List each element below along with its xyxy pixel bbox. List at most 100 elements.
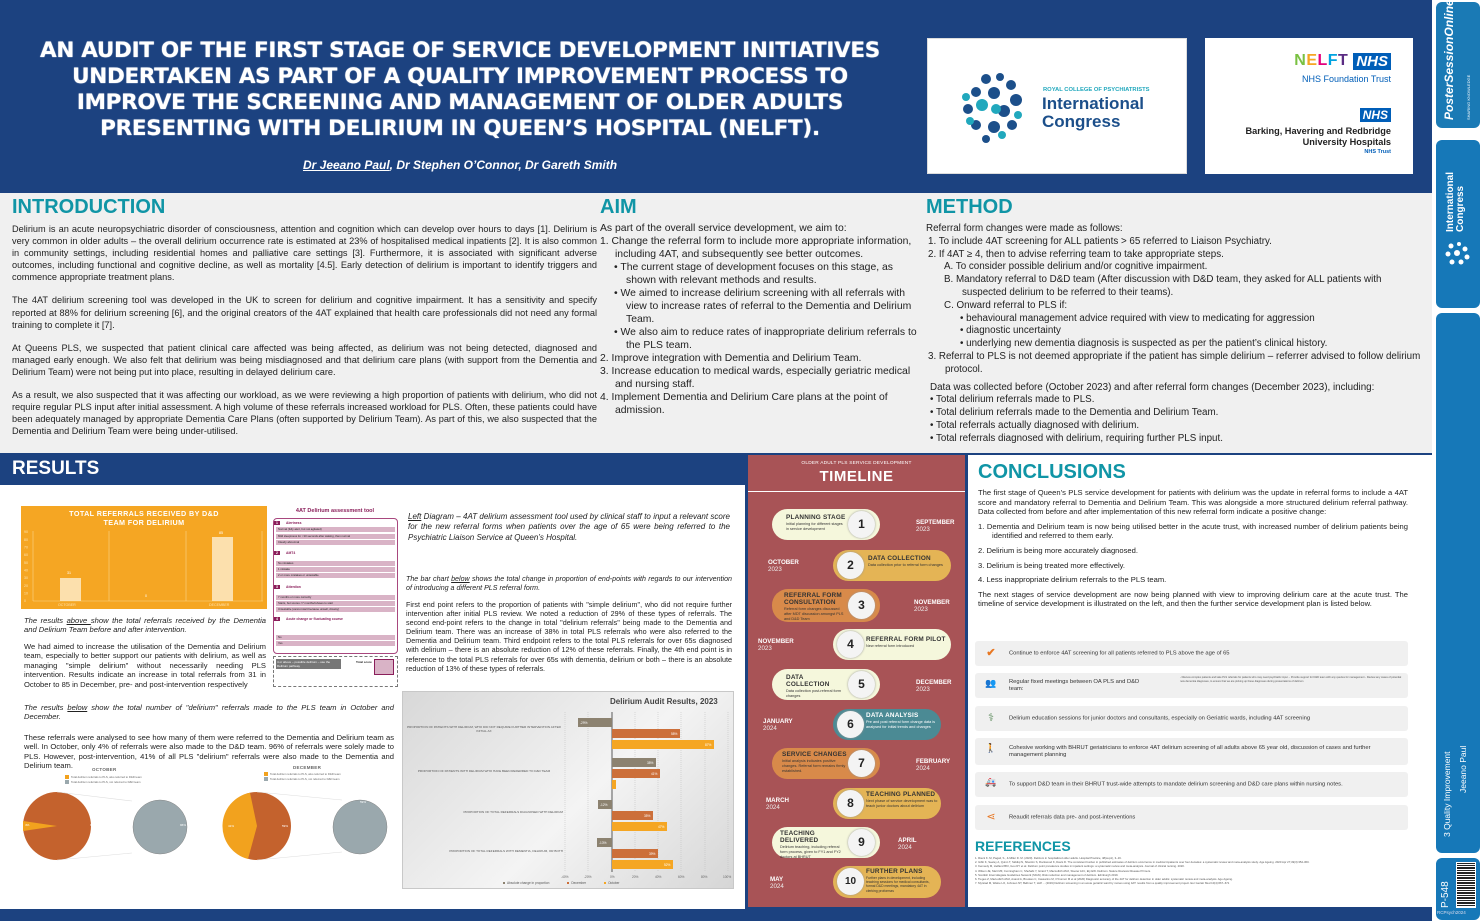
svg-text:58%: 58%	[671, 732, 678, 736]
postersessiononline-badge[interactable]: PosterSessionOnline SHARING KNOWLEDGE	[1436, 0, 1480, 128]
timeline-title: TIMELINE	[819, 468, 894, 485]
timeline-date-8: MARCH 2024	[766, 797, 790, 811]
poster-info-panel: 3 Quality Improvement Jeeano Paul	[1436, 313, 1480, 853]
pie-label: 96%	[90, 823, 97, 827]
svg-text:87%: 87%	[705, 743, 712, 747]
timeline-date-3: NOVEMBER 2023	[914, 599, 950, 613]
timeline-date-5: DECEMBER 2023	[916, 679, 952, 693]
hbar-category: PROPORTION OF PATIENTS WITH DELIRIUM WHO…	[417, 769, 551, 773]
congress-label: International Congress	[1445, 171, 1466, 232]
aim-item: 2. Improve integration with Dementia and…	[600, 353, 862, 364]
reference-item: 7. Myrstad M, Watne LO, Johnsen NT, Bøhm…	[975, 881, 1230, 886]
timeline-step-10: 10 FURTHER PLANS Further plans in develop…	[833, 866, 941, 898]
intro-paragraph: At Queens PLS, we suspected that patient…	[12, 342, 597, 377]
bar-value-october: 31	[67, 571, 71, 575]
plan-item: 👥 Regular fixed meetings between OA PLS …	[975, 673, 1408, 698]
hbar-plot: -29%58%87% 38%41% -12%35%47% -13%39%52% …	[561, 712, 731, 879]
4at-section-1: 1 Alertness Normal (fully alert, but not …	[274, 521, 397, 546]
poster-id-panel: P-548 RCPsych2024	[1436, 858, 1480, 920]
results-header: RESULTS	[0, 453, 735, 485]
december-pie-chart: DECEMBER Total delirium referrals to PLS…	[220, 765, 400, 885]
method-step: 3. Referral to PLS is not deemed appropr…	[928, 350, 1421, 375]
conclusions-outro: The next stages of service development a…	[978, 589, 1408, 609]
hbar-title: Delirium Audit Results, 2023	[610, 697, 718, 706]
svg-text:-20%: -20%	[584, 875, 592, 879]
conclusion-point: 3. Delirium is being treated more effect…	[978, 560, 1126, 570]
timeline-date-6: JANUARY 2024	[763, 718, 793, 732]
method-substep: A. To consider possible delirium and/or …	[944, 261, 1208, 273]
bar-value-empty: 0	[145, 594, 147, 598]
svg-text:60: 60	[24, 553, 28, 557]
caption-below: The results below show the total number …	[24, 703, 395, 722]
timeline-step-1: PLANNING STAGE Initial planning for diffe…	[772, 509, 880, 540]
conclusion-point: 4. Less inappropriate delirium referrals…	[978, 575, 1167, 585]
nelft-logo: NELFT NHS	[1294, 52, 1391, 70]
timeline-step-9: TEACHING DELIVERED Delirium teaching, inc…	[772, 827, 880, 859]
reference-item: 2. Gibb K, Seeley A, Quinn T, Siddiqi N,…	[975, 860, 1310, 865]
timeline-date-10: MAY 2024	[770, 876, 784, 890]
intro-paragraph: Delirium is an acute neuropsychiatric di…	[12, 224, 597, 283]
svg-text:-12%: -12%	[600, 803, 608, 807]
4at-section-4: 4 Acute change or fluctuating course No Y…	[274, 617, 397, 647]
aim-item: 3. Increase education to medical wards, …	[600, 366, 911, 390]
data-bullet: • Total referrals actually diagnosed wit…	[930, 419, 1140, 431]
lead-author: Dr Jeeano Paul	[302, 158, 390, 172]
intro-paragraph: As a result, we also suspected that it w…	[12, 390, 597, 437]
reference-item: 3. Kennedy M, Helfand BKI, Gou RY et al.…	[975, 864, 1185, 869]
method-section: METHOD Referral form changes were made a…	[926, 193, 1426, 453]
endpoints-paragraph: First end point refers to the proportion…	[406, 600, 732, 673]
aim-item: 4. Implement Dementia and Delirium Care …	[600, 392, 888, 416]
svg-text:35%: 35%	[644, 814, 651, 818]
timeline-date-4: NOVEMBER 2023	[758, 638, 794, 652]
rcpsych-name: ROYAL COLLEGE OF PSYCHIATRISTS	[1043, 87, 1150, 93]
svg-text:80: 80	[24, 538, 28, 542]
4at-sections: 1 Alertness Normal (fully alert, but not …	[273, 518, 398, 654]
meeting-details: - Discuss complex patients and take PLS …	[1180, 676, 1402, 683]
pie-label: 96%	[180, 823, 187, 827]
nelft-wordmark: NELFT	[1294, 52, 1349, 69]
svg-text:90: 90	[24, 530, 28, 534]
meeting-icon: 👥	[985, 678, 997, 688]
conclusions-heading: CONCLUSIONS	[978, 461, 1126, 483]
congress-name: International Congress	[1042, 94, 1145, 131]
congress-globe-icon	[1445, 242, 1470, 265]
divider	[748, 491, 965, 492]
svg-text:40: 40	[24, 569, 28, 573]
pie-label: 4%	[25, 823, 30, 827]
svg-text:20%: 20%	[632, 875, 639, 879]
ambulance-icon: 🚑	[985, 777, 997, 787]
conclusions-section: CONCLUSIONS The first stage of Queen’s P…	[968, 455, 1432, 907]
congress-badge[interactable]: International Congress	[1436, 140, 1480, 308]
timeline-step-7: SERVICE CHANGES Initial analysis indicate…	[772, 748, 880, 779]
pie-label: 59%	[360, 800, 367, 804]
poster: AN AUDIT OF THE FIRST STAGE OF SERVICE D…	[0, 0, 1432, 909]
brand-name: PosterSessionOnline	[1442, 0, 1456, 120]
svg-text:20: 20	[24, 584, 28, 588]
svg-text:52%: 52%	[664, 863, 671, 867]
december-pie-plot	[222, 791, 388, 861]
plan-item: ⋖ Reaudit referrals data pre- and post-i…	[975, 805, 1408, 830]
4at-assessment-tool: 4AT Delirium assessment tool 1 Alertness …	[270, 508, 400, 688]
elderly-person-icon: 🚶	[985, 743, 997, 753]
plan-item: ⚕ Delirium education sessions for junior…	[975, 706, 1408, 731]
header: AN AUDIT OF THE FIRST STAGE OF SERVICE D…	[0, 0, 1432, 190]
poster-id: P-548	[1440, 881, 1451, 908]
stethoscope-icon: ⚕	[988, 712, 994, 724]
method-step: 1. To include 4AT screening for ALL pati…	[928, 235, 1272, 247]
introduction-heading: INTRODUCTION	[12, 196, 166, 218]
timeline-date-9: APRIL 2024	[898, 837, 917, 851]
nelft-subtitle: NHS Foundation Trust	[1301, 74, 1391, 84]
timeline-date-1: SEPTEMBER 2023	[916, 519, 955, 533]
poster-author: Jeeano Paul	[1458, 745, 1468, 793]
reference-item: 6. Tieges Z, MacLullich AMJ, Anand A, Br…	[975, 877, 1233, 882]
timeline-step-2: 2 DATA COLLECTION Data collection prior t…	[833, 550, 951, 581]
co-authors: , Dr Stephen O’Connor, Dr Gareth Smith	[389, 158, 618, 172]
timeline-step-4: 4 REFERRAL FORM PILOT New referral form i…	[833, 629, 951, 660]
pie-label: 41%	[228, 824, 235, 828]
aim-bullet: • We also aim to reduce rates of inappro…	[614, 327, 917, 351]
nhs-logos: NELFT NHS NHS Foundation Trust NHS Barki…	[1205, 38, 1413, 174]
svg-text:40%: 40%	[655, 875, 662, 879]
svg-text:39%: 39%	[649, 852, 656, 856]
barcode-icon	[1456, 862, 1476, 908]
reference-item: 1. Rieck K. M, Pagali, S., & Miller D. M…	[975, 856, 1122, 860]
